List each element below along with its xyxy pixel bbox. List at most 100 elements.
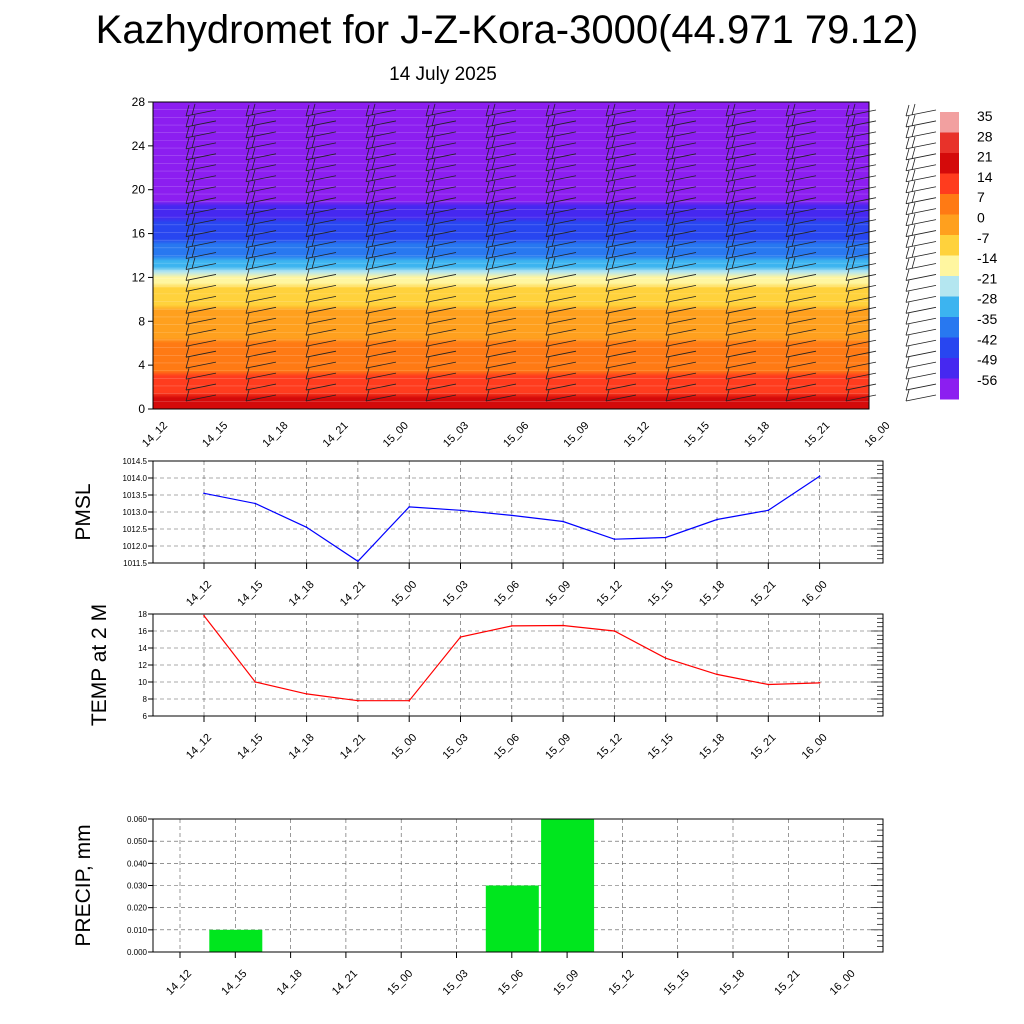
barb-shaft <box>665 241 697 248</box>
barb-flag <box>191 169 196 181</box>
barb-flag <box>851 235 856 247</box>
barb-shaft <box>425 120 457 128</box>
wind-barb <box>785 213 817 226</box>
wind-barb <box>185 257 217 270</box>
barb-flag <box>725 269 730 281</box>
barb-flag <box>311 191 316 203</box>
barb-flag <box>665 378 670 391</box>
barb-flag <box>785 258 790 270</box>
wind-barb <box>905 158 937 172</box>
barb-flag <box>245 389 250 402</box>
wind-barb <box>425 357 457 369</box>
barb-flag <box>185 159 190 171</box>
barb-flag <box>611 114 616 127</box>
barb-flag <box>791 136 796 148</box>
wind-barb <box>425 235 457 248</box>
barb-shaft <box>485 186 517 194</box>
data-point <box>664 536 667 539</box>
barb-shaft <box>845 208 877 216</box>
barb-shaft <box>425 394 457 402</box>
barb-flag <box>725 335 730 347</box>
barb-shaft <box>665 153 697 161</box>
barb-shaft <box>725 197 757 205</box>
barb-flag <box>485 247 490 259</box>
barb-flag <box>785 378 790 391</box>
barb-shaft <box>185 372 217 380</box>
barb-shaft <box>245 208 277 216</box>
barb-flag <box>665 148 670 160</box>
barb-flag <box>845 313 850 325</box>
wind-barb <box>905 368 937 380</box>
barb-shaft <box>305 339 337 347</box>
barb-shaft <box>605 317 637 325</box>
wind-barb <box>725 180 757 194</box>
wind-barb <box>905 136 937 150</box>
barb-flag <box>545 280 550 292</box>
barb-flag <box>185 378 190 391</box>
barb-flag <box>665 214 670 226</box>
barb-shaft <box>245 328 277 336</box>
wind-barb <box>305 169 337 183</box>
wind-barb <box>605 202 637 216</box>
barb-shaft <box>365 241 397 248</box>
barb-shaft <box>725 394 757 402</box>
data-point <box>254 502 257 505</box>
wind-barb <box>365 269 397 281</box>
wind-barb <box>245 191 277 205</box>
barb-flag <box>365 137 370 149</box>
barb-shaft <box>665 186 697 194</box>
wind-barb <box>785 257 817 270</box>
colorbar-swatch <box>940 358 959 379</box>
barb-flag <box>485 389 490 402</box>
barb-flag <box>665 389 670 402</box>
barb-flag <box>905 313 910 325</box>
data-point <box>818 475 821 478</box>
wind-barb <box>365 346 397 358</box>
wind-barb <box>785 147 817 161</box>
wind-barb <box>485 378 517 391</box>
wind-barb <box>245 378 277 391</box>
barb-shaft <box>605 339 637 347</box>
barb-flag <box>785 346 790 358</box>
barb-shaft <box>305 295 337 303</box>
chart-title: Kazhydromet for J-Z-Kora-3000(44.971 79.… <box>95 8 919 52</box>
y-tick-label: 1014.5 <box>123 457 148 466</box>
wind-barb <box>605 368 637 380</box>
x-tick-label: 14_18 <box>287 732 317 762</box>
wind-barb <box>305 147 337 161</box>
wind-barb <box>665 180 697 194</box>
barb-flag <box>251 257 256 269</box>
wind-barb <box>485 269 517 281</box>
colorbar-label: 28 <box>977 128 993 144</box>
barb-shaft <box>425 295 457 303</box>
barb-flag <box>911 235 916 247</box>
wind-barb <box>725 169 757 183</box>
wind-barb <box>425 136 457 150</box>
colorbar-label: -14 <box>977 250 997 266</box>
barb-shaft <box>305 372 337 380</box>
barb-flag <box>425 225 430 237</box>
barb-shaft <box>485 317 517 325</box>
wind-barb <box>185 280 217 292</box>
barb-shaft <box>605 153 637 161</box>
barb-shaft <box>665 219 697 226</box>
y-tick-label: 0.000 <box>127 948 148 957</box>
barb-shaft <box>425 153 457 161</box>
barb-shaft <box>425 208 457 216</box>
wind-barb <box>725 291 757 303</box>
barb-flag <box>245 335 250 347</box>
barb-flag <box>731 114 736 127</box>
chart-subtitle: 14 July 2025 <box>389 64 497 85</box>
barb-shaft <box>245 153 277 161</box>
barb-shaft <box>485 142 517 150</box>
barb-flag <box>245 269 250 281</box>
barb-flag <box>725 104 730 117</box>
wind-barb <box>665 125 697 139</box>
barb-shaft <box>545 109 577 117</box>
wind-barb <box>485 257 517 270</box>
barb-shaft <box>605 109 637 117</box>
barb-flag <box>185 214 190 226</box>
wind-barb <box>245 169 277 183</box>
barb-shaft <box>665 350 697 358</box>
barb-flag <box>431 158 436 170</box>
